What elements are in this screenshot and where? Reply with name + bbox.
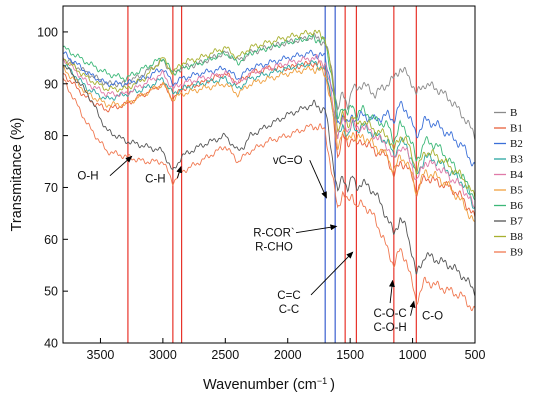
annotation-label-1-0: C-H <box>145 173 165 185</box>
series-line-B4 <box>62 53 476 208</box>
legend-label-B8: B8 <box>510 231 523 243</box>
x-tick-label-1500: 1500 <box>336 348 364 362</box>
annotation-arrow-1 <box>176 165 183 179</box>
x-tick-label-3500: 3500 <box>87 348 115 362</box>
x-axis-title-sup: −1 <box>317 376 327 386</box>
annotation-arrow-6 <box>409 300 416 316</box>
annotation-arrow-0 <box>109 155 133 177</box>
annotation-label-6-0: C-O <box>422 311 443 323</box>
series-line-B8 <box>62 29 476 199</box>
annotation-arrow-4 <box>310 251 354 296</box>
x-tick-label-500: 500 <box>465 348 486 362</box>
annotation-label-3-0: R-COR` <box>253 228 295 240</box>
legend-label-B3: B3 <box>510 154 523 166</box>
y-tick-label-60: 60 <box>44 233 58 247</box>
plot-frame <box>62 5 476 344</box>
x-tick-label-2500: 2500 <box>211 348 239 362</box>
legend-label-B6: B6 <box>510 200 523 212</box>
y-tick-label-50: 50 <box>44 285 58 299</box>
annotation-arrow-3 <box>295 224 338 234</box>
legend: B B1 B2 B3 B4 B5 B6 B7 B8 B9 <box>494 107 523 259</box>
annotation-label-3-1: R-CHO <box>255 242 293 254</box>
legend-label-B5: B5 <box>510 185 523 197</box>
annotation-label-5-1: C-O-H <box>373 322 406 334</box>
series-line-B7 <box>62 64 476 297</box>
annotation-label-4-1: C-C <box>279 304 299 316</box>
series-line-B5 <box>62 64 476 222</box>
x-axis-title: Wavenumber (cm−1) <box>203 376 335 393</box>
y-axis-title: Transmitance (%) <box>9 118 25 232</box>
legend-label-B1: B1 <box>510 123 523 135</box>
legend-label-B2: B2 <box>510 138 523 150</box>
annotation-label-5-0: C-O-C <box>373 308 406 320</box>
series-line-B6 <box>62 33 476 201</box>
series-line-B1 <box>62 60 476 218</box>
annotations: O-H C-H vC=O R-COR` R-CHO C=C C-C C-O-C C-O-H C-O <box>77 155 443 334</box>
legend-label-B9: B9 <box>510 247 523 259</box>
x-tick-label-3000: 3000 <box>149 348 177 362</box>
axis-ticks: 3500 3000 2500 2000 1500 1000 500 40 50 60 70 80 90 1… <box>37 25 485 362</box>
annotation-arrow-2 <box>309 159 327 199</box>
x-tick-label-2000: 2000 <box>274 348 302 362</box>
x-axis-title-end: ) <box>330 377 335 393</box>
annotation-label-4-0: C=C <box>277 290 300 302</box>
series-line-B <box>62 32 476 141</box>
y-tick-label-70: 70 <box>44 181 58 195</box>
series-lines <box>62 29 476 312</box>
y-tick-label-90: 90 <box>44 77 58 91</box>
legend-label-B4: B4 <box>510 169 523 181</box>
y-tick-label-40: 40 <box>44 337 58 351</box>
annotation-label-0-0: O-H <box>77 171 98 183</box>
x-tick-label-1000: 1000 <box>399 348 427 362</box>
reference-lines <box>127 6 417 343</box>
y-tick-label-80: 80 <box>44 129 58 143</box>
x-axis-title-main: Wavenumber (cm <box>203 377 317 393</box>
annotation-label-2-0: vC=O <box>273 155 303 167</box>
legend-label-B: B <box>510 107 517 119</box>
legend-label-B7: B7 <box>510 216 523 228</box>
series-line-B9 <box>62 77 476 312</box>
annotation-arrow-5 <box>388 279 395 304</box>
y-tick-label-100: 100 <box>37 25 58 39</box>
series-line-B2 <box>62 49 476 167</box>
